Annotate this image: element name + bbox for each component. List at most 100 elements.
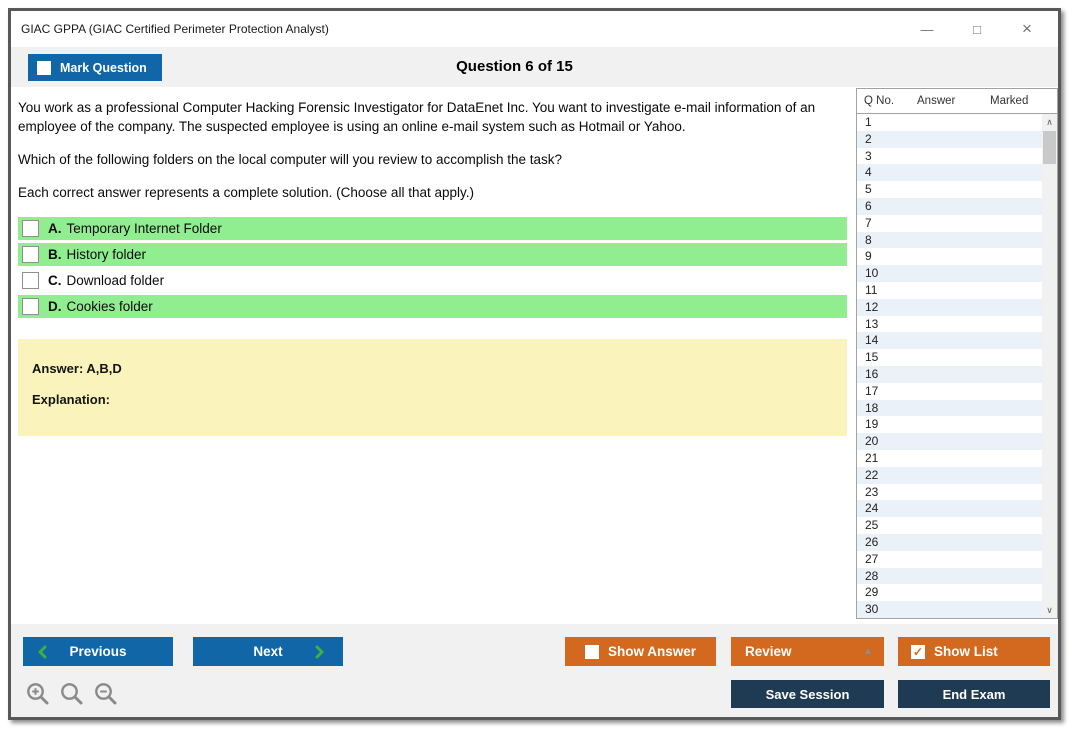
- cell-qno: 30: [865, 602, 879, 617]
- next-button[interactable]: Next: [193, 637, 343, 666]
- review-label: Review: [745, 644, 792, 659]
- chevron-up-icon: ▲: [863, 646, 873, 657]
- question-list-row[interactable]: 24: [857, 500, 1042, 518]
- question-list-row[interactable]: 8: [857, 231, 1042, 249]
- cell-answer: [917, 568, 990, 585]
- cell-answer: [917, 265, 990, 282]
- cell-qno: 22: [865, 467, 879, 482]
- top-bar: Mark Question Question 6 of 15: [11, 47, 1058, 87]
- option-text: Download folder: [66, 273, 165, 288]
- answer-option-row[interactable]: D. Cookies folder: [18, 295, 847, 318]
- question-list-row[interactable]: 5: [857, 181, 1042, 198]
- question-list-row[interactable]: 20: [857, 433, 1042, 450]
- option-text: Temporary Internet Folder: [66, 221, 222, 236]
- question-list-row[interactable]: 14: [857, 332, 1042, 350]
- question-list-row[interactable]: 23: [857, 484, 1042, 501]
- question-list-row[interactable]: 30: [857, 601, 1042, 618]
- cell-answer: [917, 332, 990, 349]
- show-answer-checkbox[interactable]: [584, 644, 599, 659]
- question-list-row[interactable]: 13: [857, 316, 1042, 333]
- question-list-row[interactable]: 12: [857, 298, 1042, 316]
- options-container: A. Temporary Internet Folder B. History fol…: [18, 217, 851, 318]
- cell-qno: 18: [865, 400, 879, 415]
- cell-marked: [990, 383, 1042, 400]
- cell-marked: [990, 316, 1042, 333]
- cell-answer: [917, 416, 990, 433]
- question-list-row[interactable]: 3: [857, 148, 1042, 165]
- maximize-button[interactable]: □: [973, 21, 981, 37]
- cell-answer: [917, 181, 990, 198]
- cell-marked: [990, 215, 1042, 232]
- question-list-row[interactable]: 18: [857, 399, 1042, 417]
- close-button[interactable]: ×: [1022, 19, 1032, 38]
- end-exam-label: End Exam: [942, 686, 1006, 702]
- question-list-row[interactable]: 16: [857, 365, 1042, 383]
- answer-option-row[interactable]: C. Download folder: [18, 269, 847, 292]
- review-button[interactable]: Review ▲: [731, 637, 884, 666]
- question-list-header: Q No. Answer Marked: [857, 89, 1057, 114]
- question-list-row[interactable]: 25: [857, 517, 1042, 534]
- previous-button[interactable]: Previous: [23, 637, 173, 666]
- cell-answer: [917, 215, 990, 232]
- question-paragraph: You work as a professional Computer Hack…: [18, 100, 816, 134]
- answer-option-row[interactable]: A. Temporary Internet Folder: [18, 217, 847, 240]
- question-list-row[interactable]: 6: [857, 197, 1042, 215]
- cell-qno: 9: [865, 249, 872, 264]
- cell-qno: 26: [865, 534, 879, 549]
- save-session-button[interactable]: Save Session: [731, 680, 884, 708]
- cell-qno: 17: [865, 383, 879, 398]
- scroll-down-icon[interactable]: ∨: [1046, 604, 1053, 615]
- zoom-reset-icon[interactable]: [59, 681, 86, 708]
- question-list-body: 1 2 3 4 5 6 7 8 9 10 11 12 13 14 15 16 17 18 19 20 21 22 23 24 2…: [857, 114, 1057, 618]
- question-list-row[interactable]: 10: [857, 265, 1042, 282]
- option-letter: B.: [48, 247, 62, 262]
- zoom-out-icon[interactable]: [93, 681, 120, 708]
- cell-qno: 28: [865, 568, 879, 583]
- question-list-scrollbar[interactable]: ∧ ∨: [1042, 114, 1057, 618]
- question-list-row[interactable]: 19: [857, 416, 1042, 433]
- question-list-row[interactable]: 21: [857, 450, 1042, 467]
- cell-marked: [990, 534, 1042, 551]
- cell-answer: [917, 198, 990, 215]
- cell-marked: [990, 282, 1042, 299]
- question-list-row[interactable]: 22: [857, 466, 1042, 484]
- question-list-row[interactable]: 9: [857, 248, 1042, 265]
- show-list-checkbox[interactable]: ✓: [911, 644, 925, 659]
- cell-marked: [990, 366, 1042, 383]
- question-list-row[interactable]: 7: [857, 215, 1042, 232]
- cell-marked: [990, 349, 1042, 366]
- question-list-row[interactable]: 2: [857, 130, 1042, 148]
- scroll-up-icon[interactable]: ∧: [1046, 116, 1053, 127]
- zoom-in-icon[interactable]: [25, 681, 52, 708]
- option-text: History folder: [66, 247, 147, 262]
- question-list-row[interactable]: 27: [857, 551, 1042, 568]
- mark-question-button[interactable]: Mark Question: [28, 54, 162, 81]
- question-list-row[interactable]: 28: [857, 567, 1042, 585]
- question-list-row[interactable]: 11: [857, 282, 1042, 299]
- cell-answer: [917, 450, 990, 467]
- footer-bar: Previous Next Show Answer Review ▲ ✓ Sho…: [11, 624, 1058, 717]
- answer-option-row[interactable]: B. History folder: [18, 243, 847, 266]
- end-exam-button[interactable]: End Exam: [898, 680, 1050, 708]
- question-list-row[interactable]: 15: [857, 349, 1042, 366]
- option-checkbox[interactable]: [22, 272, 39, 289]
- mark-question-checkbox[interactable]: [37, 60, 51, 75]
- question-list-row[interactable]: 26: [857, 533, 1042, 551]
- option-checkbox[interactable]: [22, 298, 39, 315]
- option-checkbox[interactable]: [22, 220, 39, 237]
- scrollbar-thumb[interactable]: [1043, 131, 1056, 164]
- show-answer-button[interactable]: Show Answer: [565, 637, 716, 666]
- cell-answer: [917, 366, 990, 383]
- cell-marked: [990, 232, 1042, 249]
- show-list-button[interactable]: ✓ Show List: [898, 637, 1050, 666]
- option-checkbox[interactable]: [22, 246, 39, 263]
- question-list-row[interactable]: 29: [857, 584, 1042, 601]
- question-list-row[interactable]: 1: [857, 114, 1042, 131]
- cell-answer: [917, 484, 990, 501]
- cell-answer: [917, 232, 990, 249]
- question-list-row[interactable]: 17: [857, 383, 1042, 400]
- cell-marked: [990, 500, 1042, 517]
- question-list-row[interactable]: 4: [857, 164, 1042, 182]
- minimize-button[interactable]: —: [920, 21, 934, 37]
- cell-marked: [990, 433, 1042, 450]
